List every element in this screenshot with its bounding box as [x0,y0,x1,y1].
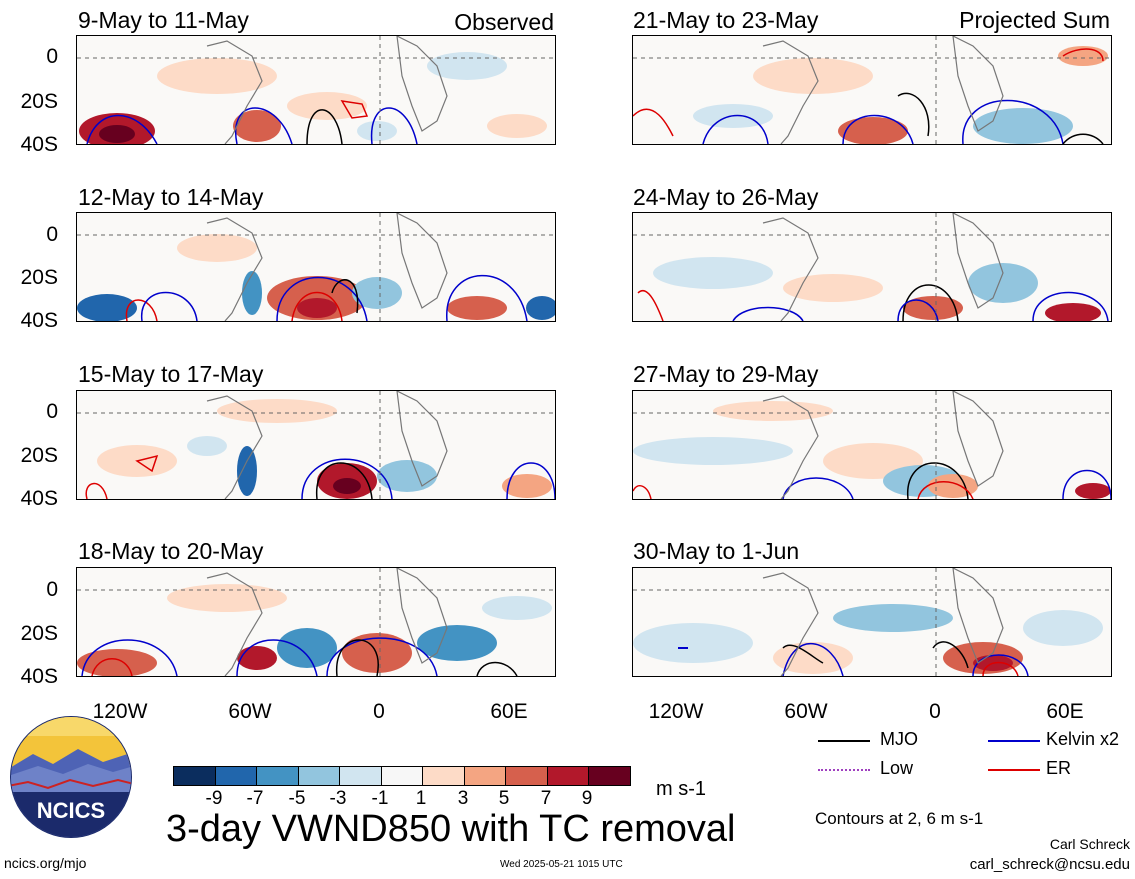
colorbar-box [339,766,382,786]
lat-label: 40S [20,487,58,510]
colorbar-box [588,766,631,786]
lon-label: 60W [228,700,272,723]
legend-mjo: MJO [880,729,918,749]
colorbar-label: -5 [288,788,306,809]
lon-label: 0 [373,700,385,723]
colorbar-label: 1 [415,788,427,809]
colorbar-units: m s-1 [656,778,706,800]
footer-url[interactable]: ncics.org/mjo [4,855,87,871]
map-panel [632,567,1112,677]
panel-title: 18-May to 20-May [78,538,264,564]
panel-title: 12-May to 14-May [78,184,264,210]
er-line [988,769,1040,771]
lon-label: 60E [1046,700,1084,723]
lon-label: 120W [92,700,148,723]
colorbar-box [505,766,548,786]
legend-low: Low [880,758,914,778]
legend-kelvin: Kelvin x2 [1046,729,1120,749]
lat-label: 20S [20,444,58,467]
map-panel [76,35,556,145]
lon-label: 60W [784,700,828,723]
colorbar-box [214,766,257,786]
lat-label: 40S [20,133,58,156]
panel-title: 27-May to 29-May [633,361,819,387]
colorbar-label: 3 [457,788,469,809]
colorbar-box [546,766,589,786]
colorbar-box [422,766,465,786]
lat-label: 20S [20,622,58,645]
colorbar-label: 9 [581,788,593,809]
colorbar-box [256,766,299,786]
kelvin-line [988,740,1040,742]
main-title: 3-day VWND850 with TC removal [166,808,736,850]
lat-label: 0 [46,223,58,246]
colorbar-box [463,766,506,786]
lat-label: 0 [46,578,58,601]
colorbar-label: 7 [540,788,552,809]
lat-label: 20S [20,266,58,289]
lon-label: 120W [648,700,704,723]
colorbar-label: 5 [498,788,510,809]
colorbar-label: -3 [329,788,347,809]
legend-er: ER [1046,758,1072,778]
panel-tag-observed: Observed [454,9,554,35]
map-panel [76,567,556,677]
lon-label: 0 [929,700,941,723]
footer-author: Carl Schreck [1049,836,1130,852]
contours-note: Contours at 2, 6 m s-1 [815,809,984,828]
ncics-logo: NCICS [8,714,134,840]
map-panel [76,212,556,322]
lat-label: 40S [20,665,58,688]
map-panel [632,390,1112,500]
colorbar-box [380,766,423,786]
colorbar-box [173,766,216,786]
panel-title: 9-May to 11-May [78,7,249,33]
colorbar-label: -9 [205,788,223,809]
panel-title: 15-May to 17-May [78,361,264,387]
map-panel [76,390,556,500]
footer-timestamp: Wed 2025-05-21 1015 UTC [500,859,623,870]
colorbar-box [297,766,340,786]
panel-tag-projected: Projected Sum [959,7,1110,33]
mjo-line [818,740,870,742]
low-line [818,769,870,771]
footer-email[interactable]: carl_schreck@ncsu.edu [969,856,1130,873]
panel-title: 30-May to 1-Jun [633,538,800,564]
lat-label: 20S [20,90,58,113]
map-panel [632,35,1112,145]
lat-label: 40S [20,309,58,332]
logo-text: NCICS [37,798,105,823]
map-panel [632,212,1112,322]
lat-label: 0 [46,45,58,68]
panel-title: 24-May to 26-May [633,184,819,210]
lon-label: 60E [490,700,528,723]
colorbar-label: -1 [371,788,389,809]
lat-label: 0 [46,400,58,423]
colorbar-label: -7 [246,788,264,809]
panel-title: 21-May to 23-May [633,7,819,33]
